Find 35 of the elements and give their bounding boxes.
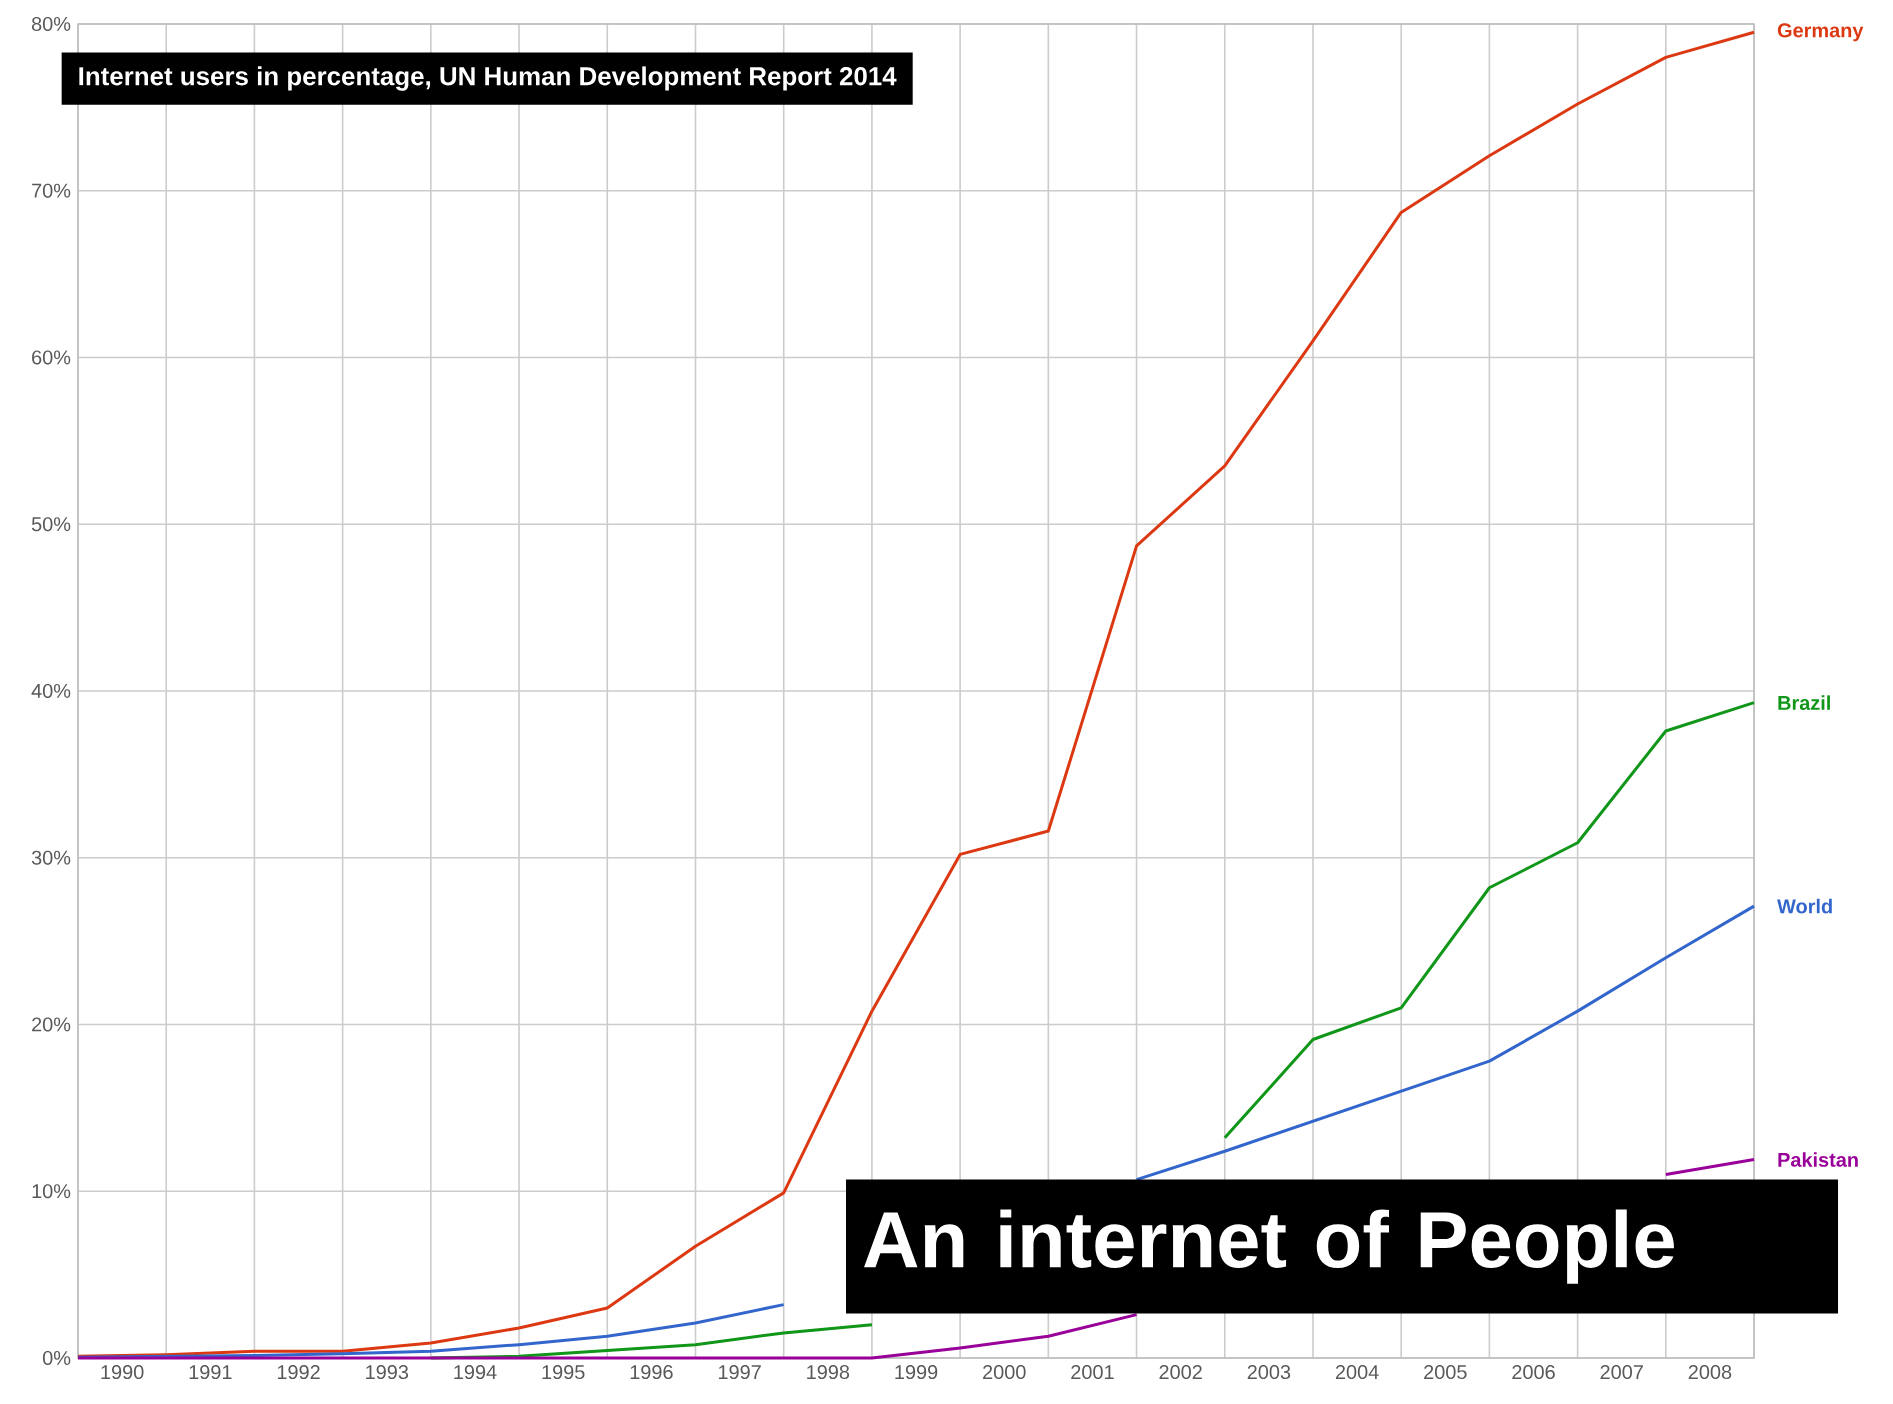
- x-tick-label: 1999: [895, 1365, 938, 1380]
- x-tick-label: 1990: [101, 1365, 144, 1380]
- y-tick-label: 50%: [31, 517, 71, 532]
- y-tick-label: 70%: [32, 183, 71, 198]
- x-tick-label: 2007: [1600, 1365, 1643, 1380]
- x-tick-label: 2004: [1335, 1365, 1379, 1380]
- y-tick-label: 60%: [32, 350, 71, 365]
- annotation: An internet of People: [864, 1209, 1674, 1284]
- text: Internet users in percentage, UN Human Development Report 2014: [79, 66, 897, 91]
- x-tick-label: 1991: [189, 1365, 232, 1380]
- line-series: [76, 30, 1756, 1358]
- y-tick-label: 20%: [32, 1017, 71, 1032]
- y-tick-label: 0%: [42, 1350, 71, 1366]
- x-tick-label: 2006: [1512, 1365, 1555, 1380]
- x-tick-label: 2005: [1424, 1365, 1467, 1380]
- series-label: Brazil: [1778, 695, 1830, 710]
- x-tick-label: 2008: [1688, 1365, 1732, 1380]
- x-tick-label: 1993: [366, 1365, 409, 1380]
- x-tick-label: 1997: [718, 1365, 761, 1380]
- x-tick-label: 2000: [983, 1365, 1026, 1380]
- x-tick-label: 2002: [1159, 1365, 1202, 1380]
- x-tick-label: 2001: [1071, 1365, 1114, 1380]
- x-tick-label: 2003: [1247, 1365, 1291, 1380]
- y-tick-label: 40%: [31, 683, 71, 699]
- x-tick-label: 1992: [277, 1365, 320, 1380]
- x-tick-label: 1995: [542, 1365, 585, 1380]
- series-label: World: [1777, 898, 1832, 914]
- y-tick-label: 80%: [31, 16, 71, 32]
- x-tick-label: 1998: [807, 1365, 850, 1380]
- y-tick-label: 30%: [31, 850, 71, 865]
- series-label: Germany: [1777, 23, 1864, 42]
- y-tick-label: 10%: [32, 1184, 71, 1199]
- series-label: Pakistan: [1778, 1152, 1858, 1167]
- x-tick-label: 1996: [630, 1365, 673, 1380]
- x-tick-label: 1994: [454, 1365, 497, 1380]
